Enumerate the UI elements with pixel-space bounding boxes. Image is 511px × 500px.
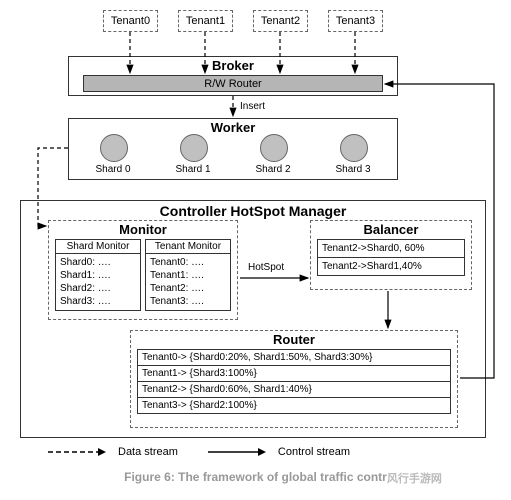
tenant-monitor-header: Tenant Monitor — [145, 239, 231, 254]
legend-control-stream: Control stream — [278, 446, 350, 458]
router-row-1: Tenant1-> {Shard3:100%} — [137, 365, 451, 382]
shard-label-1: Shard 1 — [168, 164, 218, 175]
hotspot-label: HotSpot — [248, 262, 284, 273]
tenant-2: Tenant2 — [253, 10, 308, 32]
router-row-3: Tenant3-> {Shard2:100%} — [137, 397, 451, 414]
shard-circle-1 — [180, 134, 208, 162]
legend: Data stream Control stream — [48, 446, 350, 458]
watermark: 风行手游网 — [387, 470, 442, 486]
shard-circle-2 — [260, 134, 288, 162]
legend-data-stream: Data stream — [118, 446, 178, 458]
monitor-box: Monitor Shard Monitor Shard0: …. Shard1:… — [48, 220, 238, 320]
insert-label: Insert — [240, 101, 265, 112]
tenant-3: Tenant3 — [328, 10, 383, 32]
diagram-canvas: Tenant0 Tenant1 Tenant2 Tenant3 Broker R… — [8, 8, 503, 492]
shard-label-2: Shard 2 — [248, 164, 298, 175]
shard-monitor-header: Shard Monitor — [55, 239, 141, 254]
shard-label-0: Shard 0 — [88, 164, 138, 175]
shard-label-3: Shard 3 — [328, 164, 378, 175]
controller-title: Controller HotSpot Manager — [21, 203, 485, 219]
balancer-row-0: Tenant2->Shard0, 60% — [317, 239, 465, 258]
router-title: Router — [131, 332, 457, 347]
tenant-monitor-rows: Tenant0: …. Tenant1: …. Tenant2: …. Tena… — [145, 253, 231, 311]
shard-circle-3 — [340, 134, 368, 162]
balancer-box: Balancer Tenant2->Shard0, 60% Tenant2->S… — [310, 220, 472, 290]
router-row-2: Tenant2-> {Shard0:60%, Shard1:40%} — [137, 381, 451, 398]
balancer-row-1: Tenant2->Shard1,40% — [317, 257, 465, 276]
broker-title: Broker — [69, 58, 397, 73]
shard-monitor-rows: Shard0: …. Shard1: …. Shard2: …. Shard3:… — [55, 253, 141, 311]
tenant-1: Tenant1 — [178, 10, 233, 32]
worker-title: Worker — [69, 120, 397, 135]
balancer-title: Balancer — [311, 222, 471, 237]
tenant-0: Tenant0 — [103, 10, 158, 32]
router-box: Router Tenant0-> {Shard0:20%, Shard1:50%… — [130, 330, 458, 428]
monitor-title: Monitor — [49, 222, 237, 237]
rw-router: R/W Router — [83, 75, 383, 92]
figure-caption: Figure 6: The framework of global traffi… — [8, 470, 503, 484]
shard-circle-0 — [100, 134, 128, 162]
router-row-0: Tenant0-> {Shard0:20%, Shard1:50%, Shard… — [137, 349, 451, 366]
